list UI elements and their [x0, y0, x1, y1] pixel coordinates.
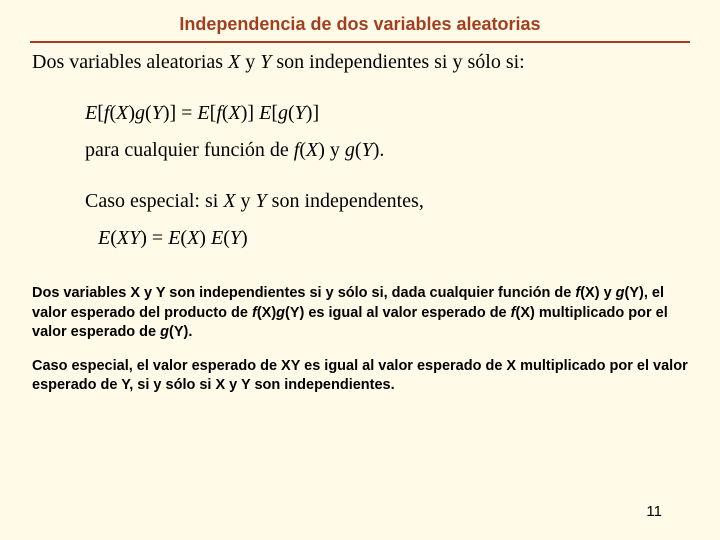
eq-text: )] — [241, 102, 259, 124]
b-text: (Y) es igual al valor esperado de — [285, 305, 511, 321]
eq-text: )] — [306, 102, 319, 124]
body-text: X — [306, 139, 318, 161]
equation-1: E[f(X)g(Y)] = E[f(X)] E[g(Y)] — [85, 102, 690, 125]
eq-text: g — [278, 102, 288, 124]
body-text: ) y — [318, 139, 345, 161]
eq-text: E — [259, 102, 271, 124]
eq-text: ( — [223, 227, 230, 249]
eq-text: X — [116, 102, 128, 124]
page-number: 11 — [646, 503, 662, 520]
eq-text: ( — [288, 102, 295, 124]
eq-text: E — [197, 102, 209, 124]
b-text: g — [616, 285, 625, 301]
body-text: Y — [256, 190, 267, 212]
eq-text: ( — [222, 102, 229, 124]
body-text: ( — [355, 139, 362, 161]
eq-text: Y — [152, 102, 163, 124]
lead-text: Dos variables aleatorias — [32, 51, 228, 73]
eq-text: X — [187, 227, 199, 249]
special-case: Caso especial: si X y Y son independente… — [85, 190, 690, 213]
body-text: para cualquier función de — [85, 139, 294, 161]
eq-text: Y — [230, 227, 241, 249]
b-text: (X) — [257, 305, 276, 321]
b-text: g — [160, 324, 169, 340]
eq-text: E — [85, 102, 97, 124]
b-text: g — [276, 305, 285, 321]
eq-text: Y — [295, 102, 306, 124]
body-text: Caso especial: si — [85, 190, 223, 212]
bottom-paragraph-2: Caso especial, el valor esperado de XY e… — [32, 357, 688, 396]
eq-text: [ — [97, 102, 104, 124]
eq-text: X — [229, 102, 241, 124]
body-text: X — [223, 190, 235, 212]
eq-text: ( — [110, 227, 117, 249]
lead-sentence: Dos variables aleatorias X y Y son indep… — [32, 51, 690, 74]
eq-text: ) — [199, 227, 211, 249]
bottom-paragraph-1: Dos variables X y Y son independientes s… — [32, 284, 688, 343]
body-text: g — [345, 139, 355, 161]
condition-text: para cualquier función de f(X) y g(Y). — [85, 139, 690, 162]
eq-text: ( — [145, 102, 152, 124]
body-text: Y — [362, 139, 373, 161]
body-text: son independentes, — [267, 190, 424, 212]
eq-text: g — [135, 102, 145, 124]
lead-text: son independientes si y sólo si: — [271, 51, 524, 73]
eq-text: E — [211, 227, 223, 249]
eq-text: ) = — [140, 227, 168, 249]
eq-text: XY — [117, 227, 140, 249]
eq-text: ) — [241, 227, 248, 249]
slide: Independencia de dos variables aleatoria… — [0, 0, 720, 540]
var-y: Y — [260, 51, 271, 73]
equation-2: E(XY) = E(X) E(Y) — [98, 227, 690, 250]
b-text: (X) y — [580, 285, 615, 301]
title-rule — [30, 41, 690, 43]
eq-text: [ — [271, 102, 278, 124]
b-text: (Y). — [169, 324, 192, 340]
eq-text: E — [98, 227, 110, 249]
slide-title: Independencia de dos variables aleatoria… — [30, 14, 690, 35]
b-text: Dos variables X y Y son independientes s… — [32, 285, 575, 301]
lead-text: y — [240, 51, 260, 73]
body-text: y — [236, 190, 256, 212]
body-text: ). — [373, 139, 385, 161]
eq-text: )] = — [163, 102, 198, 124]
eq-text: E — [168, 227, 180, 249]
var-x: X — [228, 51, 240, 73]
eq-text: ) — [128, 102, 135, 124]
